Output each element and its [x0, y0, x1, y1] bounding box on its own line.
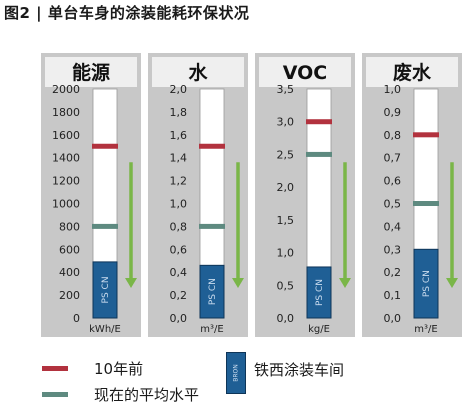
tick-label: 2,0 [277, 181, 295, 194]
tick-label: 1,0 [170, 198, 188, 211]
current-average-marker [306, 151, 332, 157]
current-plant-bar-label: PS CN [422, 270, 432, 297]
ten-years-ago-marker [413, 132, 439, 138]
ten-years-ago-marker [92, 143, 118, 149]
tick-label: 1200 [52, 175, 80, 188]
tick-label: 1400 [52, 152, 80, 165]
tick-label: 200 [59, 289, 80, 302]
tick-label: 0,5 [384, 198, 402, 211]
current-plant-bar [413, 248, 439, 319]
tick-label: 1000 [52, 198, 80, 211]
legend-label-current-plant: 铁西涂装车间 [254, 361, 345, 379]
chart-panel-3: VOC 0,0 0,5 1,0 1,5 2,0 2,5 3,0 3,5 PS CN kg/E [255, 53, 355, 337]
tick-label: 1,8 [170, 106, 188, 119]
panel-header [259, 57, 351, 87]
tick-label: 0 [73, 312, 80, 325]
panel-background [41, 53, 141, 337]
panel-title: VOC [283, 62, 327, 84]
unit-label: m³/E [200, 324, 223, 335]
chart-panel-1: 能源 0 200 400 600 800 1000 1200 1400 1600 1800 2000 P… [41, 53, 141, 337]
tick-label: 0,4 [170, 266, 188, 279]
current-plant-bar-label: PS CN [208, 278, 218, 305]
unit-label: kg/E [308, 324, 330, 335]
tick-label: 2,0 [170, 83, 188, 96]
panel-background [362, 53, 462, 337]
panel-header [366, 57, 458, 87]
panel-title: 能源 [72, 61, 110, 84]
current-plant-bar [199, 264, 225, 319]
current-average-marker [199, 223, 225, 229]
legend-label-current-average: 现在的平均水平 [94, 386, 200, 404]
trend-arrow-head [339, 277, 351, 288]
tick-label: 1600 [52, 129, 80, 142]
tick-label: 800 [59, 220, 80, 233]
unit-label: m³/E [414, 324, 437, 335]
panel-title: 水 [188, 62, 208, 84]
trend-arrow-head [125, 277, 137, 288]
legend-swatch-current-plant: BRON [226, 352, 246, 394]
legend-label-ten-years-ago: 10年前 [94, 360, 144, 378]
tick-label: 2000 [52, 83, 80, 96]
panel-title: 废水 [393, 61, 432, 84]
tick-label: 2,5 [277, 148, 295, 161]
tick-label: 3,0 [277, 116, 295, 129]
current-average-marker [413, 201, 439, 206]
tick-label: 0,1 [384, 289, 402, 302]
tick-label: 1,5 [277, 214, 295, 227]
tick-label: 0,3 [384, 243, 402, 256]
panel-background [255, 53, 355, 337]
tick-label: 0,5 [277, 279, 295, 292]
current-plant-bar-label: PS CN [101, 276, 111, 303]
tick-label: 0,0 [170, 312, 188, 325]
panel-header [45, 57, 137, 87]
current-average-marker [92, 223, 118, 229]
tick-label: 0,4 [384, 220, 402, 233]
tick-label: 1,6 [170, 129, 188, 142]
panel-background [148, 53, 248, 337]
tick-label: 0,0 [384, 312, 402, 325]
tick-label: 3,5 [277, 83, 295, 96]
legend-swatch-current-plant-text: BRON [232, 364, 240, 382]
chart-panel-4: 废水 0,0 0,1 0,2 0,3 0,4 0,5 0,6 0,7 0,8 0,9 1,0 PS CN… [362, 53, 462, 337]
chart-panel-2: 水 0,0 0,2 0,4 0,6 0,8 1,0 1,2 1,4 1,6 1,8 2,0 PS CN m… [148, 53, 248, 337]
tick-label: 1,0 [277, 247, 295, 260]
legend-swatch-ten-years-ago [42, 366, 68, 371]
trend-arrow-head [446, 277, 458, 288]
tick-label: 0,9 [384, 106, 402, 119]
tick-label: 1,0 [384, 83, 402, 96]
tick-label: 0,6 [384, 175, 402, 188]
trend-arrow-head [232, 277, 244, 288]
legend-swatch-current-average [42, 392, 68, 397]
tick-label: 0,0 [277, 312, 295, 325]
tick-label: 0,8 [384, 129, 402, 142]
panel-header [152, 57, 244, 87]
tick-label: 600 [59, 243, 80, 256]
current-plant-bar-label: PS CN [315, 279, 325, 306]
tick-label: 1,2 [170, 175, 188, 188]
tick-label: 0,2 [384, 266, 402, 279]
ten-years-ago-marker [199, 143, 225, 149]
tick-label: 1,4 [170, 152, 188, 165]
unit-label: kWh/E [89, 324, 121, 335]
tick-label: 0,6 [170, 243, 188, 256]
current-plant-bar [92, 261, 118, 319]
tick-label: 400 [59, 266, 80, 279]
tick-label: 0,7 [384, 152, 402, 165]
tick-label: 0,8 [170, 220, 188, 233]
tick-label: 0,2 [170, 289, 188, 302]
current-plant-bar [306, 266, 332, 319]
ten-years-ago-marker [306, 119, 332, 125]
tick-label: 1800 [52, 106, 80, 119]
figure-title: 图2 | 单台车身的涂装能耗环保状况 [4, 4, 250, 22]
